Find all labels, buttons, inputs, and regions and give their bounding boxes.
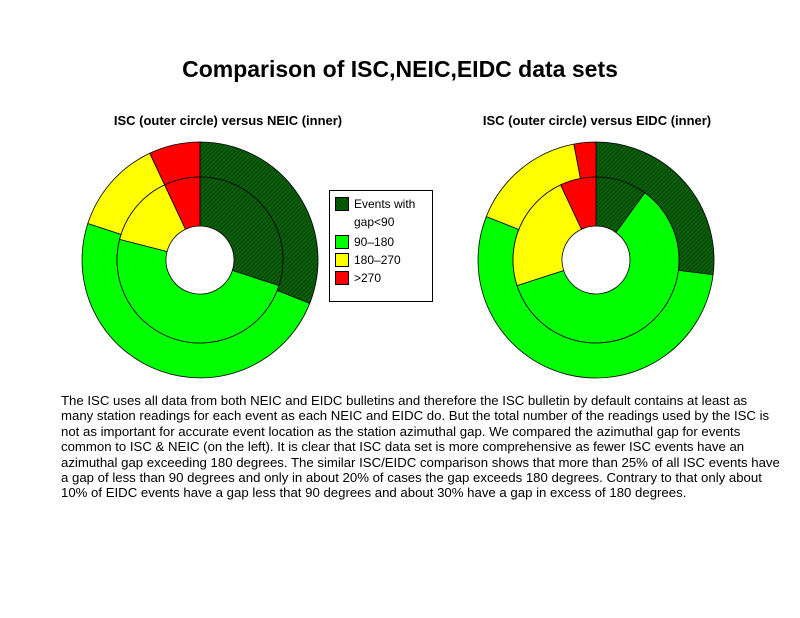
- legend-label-gap-180-270: 180–270: [354, 253, 401, 267]
- page-title: Comparison of ISC,NEIC,EIDC data sets: [182, 56, 618, 82]
- chart-title-isc-eidc: ISC (outer circle) versus EIDC (inner): [482, 113, 712, 128]
- legend-item-gap-over-270: >270: [335, 271, 428, 285]
- description-paragraph: The ISC uses all data from both NEIC and…: [61, 393, 780, 501]
- donut-chart-isc-eidc: [477, 141, 715, 379]
- legend-item-gap-90-180: 90–180: [335, 235, 428, 249]
- chart-legend: Events with gap<90 90–180 180–270 >270: [329, 190, 433, 302]
- legend-swatch-gap-180-270: [335, 253, 349, 267]
- legend-swatch-gap-over-270: [335, 271, 349, 285]
- donut-segment-neic-4: [164, 176, 201, 230]
- donut-segment-eidc-4: [560, 176, 597, 230]
- legend-swatch-gap-90-180: [335, 235, 349, 249]
- donut-segment-neic-2: [116, 238, 280, 344]
- donut-chart-isc-neic: [81, 141, 319, 379]
- legend-swatch-gap-under-90: [335, 197, 349, 211]
- donut-segment-neic-1: [199, 176, 284, 287]
- legend-label-gap-90-180: 90–180: [354, 235, 395, 249]
- chart-title-isc-neic: ISC (outer circle) versus NEIC (inner): [113, 113, 343, 128]
- donut-segment-eidc-3: [512, 184, 583, 287]
- legend-label-gap-under-90: Events with gap<90: [354, 197, 416, 229]
- legend-item-gap-under-90: Events with gap<90: [335, 197, 428, 231]
- donut-segment-eidc-2: [516, 192, 680, 344]
- legend-label-gap-over-270: >270: [354, 271, 382, 285]
- legend-item-gap-180-270: 180–270: [335, 253, 428, 267]
